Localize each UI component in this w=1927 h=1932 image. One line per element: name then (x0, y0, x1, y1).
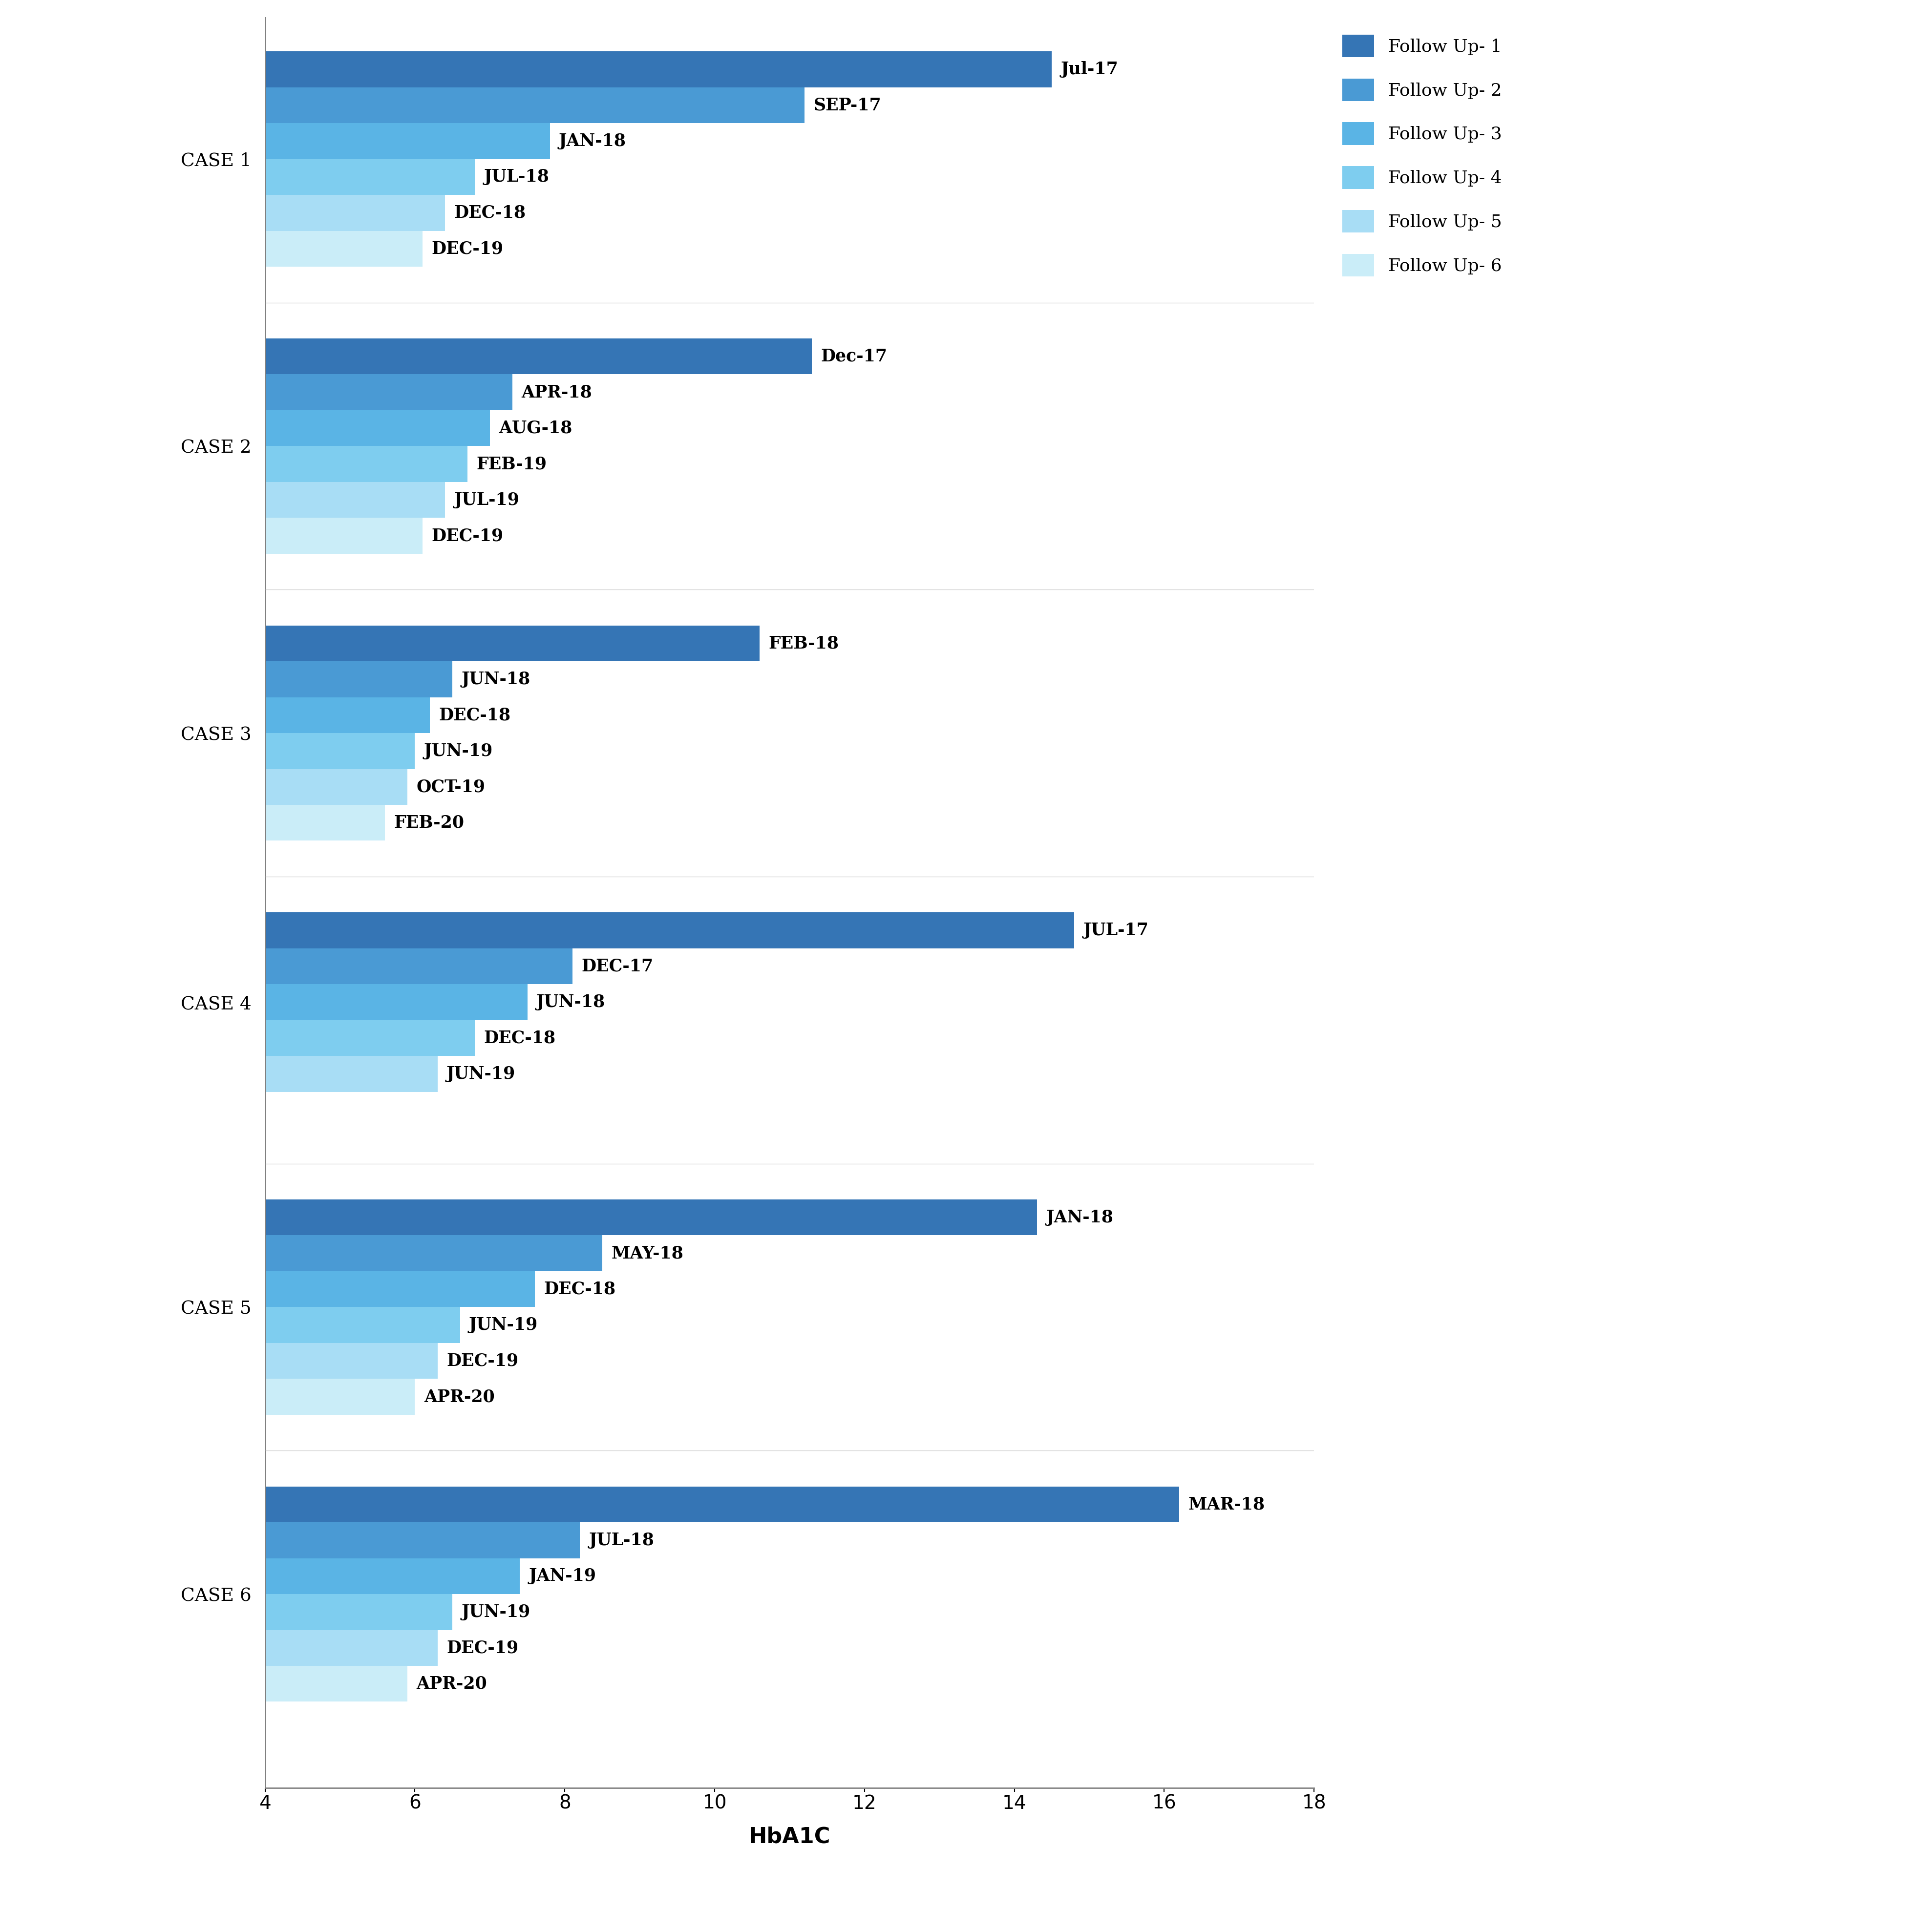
Bar (266, 1235, 603, 1271)
Text: FEB-19: FEB-19 (476, 456, 547, 471)
Text: MAR-18: MAR-18 (1189, 1495, 1264, 1513)
Bar (266, 52, 1052, 87)
Bar (266, 230, 422, 267)
Text: JAN-18: JAN-18 (1046, 1209, 1114, 1225)
Bar (266, 1057, 437, 1092)
Bar (266, 1308, 461, 1343)
Bar (266, 195, 445, 230)
Text: JAN-18: JAN-18 (559, 133, 626, 149)
Bar (266, 124, 549, 158)
Bar (266, 1271, 536, 1308)
Bar (266, 1559, 520, 1594)
Bar (266, 806, 385, 840)
Bar (266, 481, 445, 518)
Bar (266, 1200, 1037, 1235)
Text: DEC-19: DEC-19 (432, 527, 503, 545)
Text: JUN-19: JUN-19 (468, 1318, 538, 1333)
Bar (266, 912, 1073, 949)
Bar (266, 949, 572, 983)
Bar (266, 87, 805, 124)
Bar (266, 983, 528, 1020)
Text: DEC-17: DEC-17 (582, 958, 653, 974)
Text: APR-20: APR-20 (416, 1675, 488, 1692)
Text: FEB-20: FEB-20 (393, 815, 464, 831)
Bar (266, 410, 489, 446)
Text: DEC-19: DEC-19 (447, 1352, 518, 1370)
Bar (266, 1343, 437, 1379)
Text: DEC-19: DEC-19 (432, 240, 503, 257)
Text: JUN-18: JUN-18 (536, 993, 605, 1010)
Bar (266, 1594, 453, 1631)
Text: JUN-19: JUN-19 (447, 1066, 515, 1082)
Bar (266, 375, 513, 410)
Bar (266, 1665, 407, 1702)
Bar (266, 626, 759, 661)
Bar (266, 1522, 580, 1559)
Bar (266, 338, 811, 375)
Text: DEC-18: DEC-18 (439, 707, 511, 723)
Bar (266, 1379, 414, 1414)
Text: DEC-18: DEC-18 (455, 205, 526, 220)
Text: JAN-19: JAN-19 (528, 1569, 595, 1584)
Text: MAY-18: MAY-18 (611, 1244, 684, 1262)
Text: APR-18: APR-18 (522, 384, 592, 400)
Bar (266, 446, 468, 481)
Text: DEC-18: DEC-18 (484, 1030, 555, 1047)
Bar (266, 1020, 474, 1057)
Text: JUL-18: JUL-18 (590, 1532, 653, 1549)
Text: JUL-19: JUL-19 (455, 491, 520, 508)
Text: JUN-19: JUN-19 (461, 1604, 530, 1621)
Text: JUN-19: JUN-19 (424, 742, 493, 759)
X-axis label: HbA1C: HbA1C (750, 1826, 831, 1847)
Bar (266, 1631, 437, 1665)
Text: AUG-18: AUG-18 (499, 419, 572, 437)
Bar (266, 661, 453, 697)
Text: DEC-18: DEC-18 (543, 1281, 617, 1298)
Bar (266, 697, 430, 732)
Text: APR-20: APR-20 (424, 1389, 495, 1405)
Text: JUN-18: JUN-18 (461, 670, 530, 688)
Bar (266, 158, 474, 195)
Text: JUL-17: JUL-17 (1083, 922, 1148, 939)
Text: Jul-17: Jul-17 (1060, 62, 1118, 77)
Text: Dec-17: Dec-17 (821, 348, 888, 365)
Text: SEP-17: SEP-17 (813, 97, 881, 114)
Bar (266, 1486, 1179, 1522)
Bar (266, 732, 414, 769)
Text: OCT-19: OCT-19 (416, 779, 486, 796)
Text: FEB-18: FEB-18 (769, 636, 838, 651)
Text: JUL-18: JUL-18 (484, 168, 549, 185)
Text: DEC-19: DEC-19 (447, 1640, 518, 1656)
Bar (266, 518, 422, 554)
Bar (266, 769, 407, 806)
Legend: Follow Up- 1, Follow Up- 2, Follow Up- 3, Follow Up- 4, Follow Up- 5, Follow Up-: Follow Up- 1, Follow Up- 2, Follow Up- 3… (1333, 25, 1511, 286)
